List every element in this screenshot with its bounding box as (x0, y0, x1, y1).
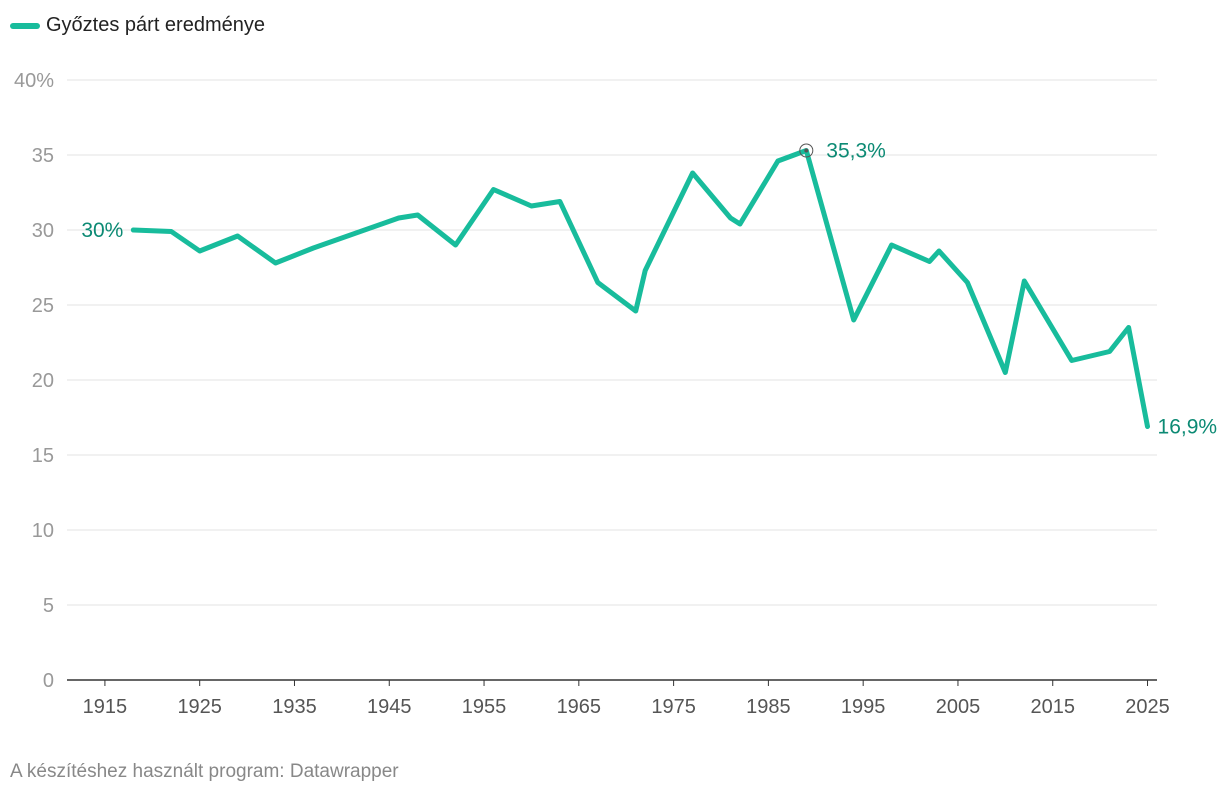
data-point (1002, 370, 1008, 376)
data-label: 16,9% (1158, 416, 1218, 439)
x-tick-label: 1945 (367, 696, 412, 718)
series-line (130, 148, 1150, 429)
data-point (491, 187, 497, 193)
data-point (1126, 325, 1132, 331)
data-point (1069, 358, 1075, 364)
x-tick-label: 1935 (272, 696, 317, 718)
data-point (528, 203, 534, 209)
data-point (557, 199, 563, 205)
data-point (168, 229, 174, 235)
data-point (775, 158, 781, 164)
peak-marker-dot (804, 148, 809, 153)
legend: Győztes párt eredménye (10, 14, 265, 37)
data-point (1021, 278, 1027, 284)
x-tick-label: 1925 (177, 696, 222, 718)
data-point (927, 259, 933, 265)
x-tick-label: 2025 (1125, 696, 1170, 718)
y-tick-label: 10 (32, 520, 54, 542)
data-point (964, 280, 970, 286)
data-point (690, 170, 696, 176)
data-point (310, 245, 316, 251)
peak-marker (799, 143, 814, 158)
data-point (1145, 424, 1151, 430)
data-point (642, 268, 648, 274)
x-tick-label: 1995 (841, 696, 886, 718)
data-point (633, 308, 639, 314)
data-point (727, 215, 733, 221)
legend-swatch (10, 22, 40, 29)
data-label: 30% (81, 219, 123, 242)
x-tick-label: 1915 (83, 696, 128, 718)
data-point (130, 227, 136, 233)
data-point (851, 317, 857, 323)
x-tick-label: 1965 (557, 696, 602, 718)
y-tick-label: 20 (32, 370, 54, 392)
footer-credit: A készítéshez használt program: Datawrap… (10, 761, 399, 782)
x-tick-label: 1975 (651, 696, 696, 718)
data-label: 35,3% (826, 140, 886, 163)
data-point (889, 242, 895, 248)
x-tick-label: 2015 (1030, 696, 1075, 718)
y-tick-label: 0 (43, 670, 54, 692)
data-point (453, 242, 459, 248)
x-tick-label: 1985 (746, 696, 791, 718)
data-point (197, 248, 203, 254)
data-point (595, 280, 601, 286)
x-tick-label: 2005 (936, 696, 981, 718)
data-point (737, 221, 743, 227)
y-tick-label: 35 (32, 145, 54, 167)
data-point (396, 215, 402, 221)
data-point (1107, 349, 1113, 355)
data-point (235, 233, 241, 239)
y-tick-label: 40% (14, 70, 54, 92)
y-tick-label: 5 (43, 595, 54, 617)
y-tick-label: 15 (32, 445, 54, 467)
y-tick-label: 25 (32, 295, 54, 317)
y-tick-label: 30 (32, 220, 54, 242)
x-tick-label: 1955 (462, 696, 507, 718)
legend-label: Győztes párt eredménye (46, 14, 265, 36)
data-point (415, 212, 421, 218)
data-point (936, 248, 942, 254)
data-point (273, 260, 279, 266)
